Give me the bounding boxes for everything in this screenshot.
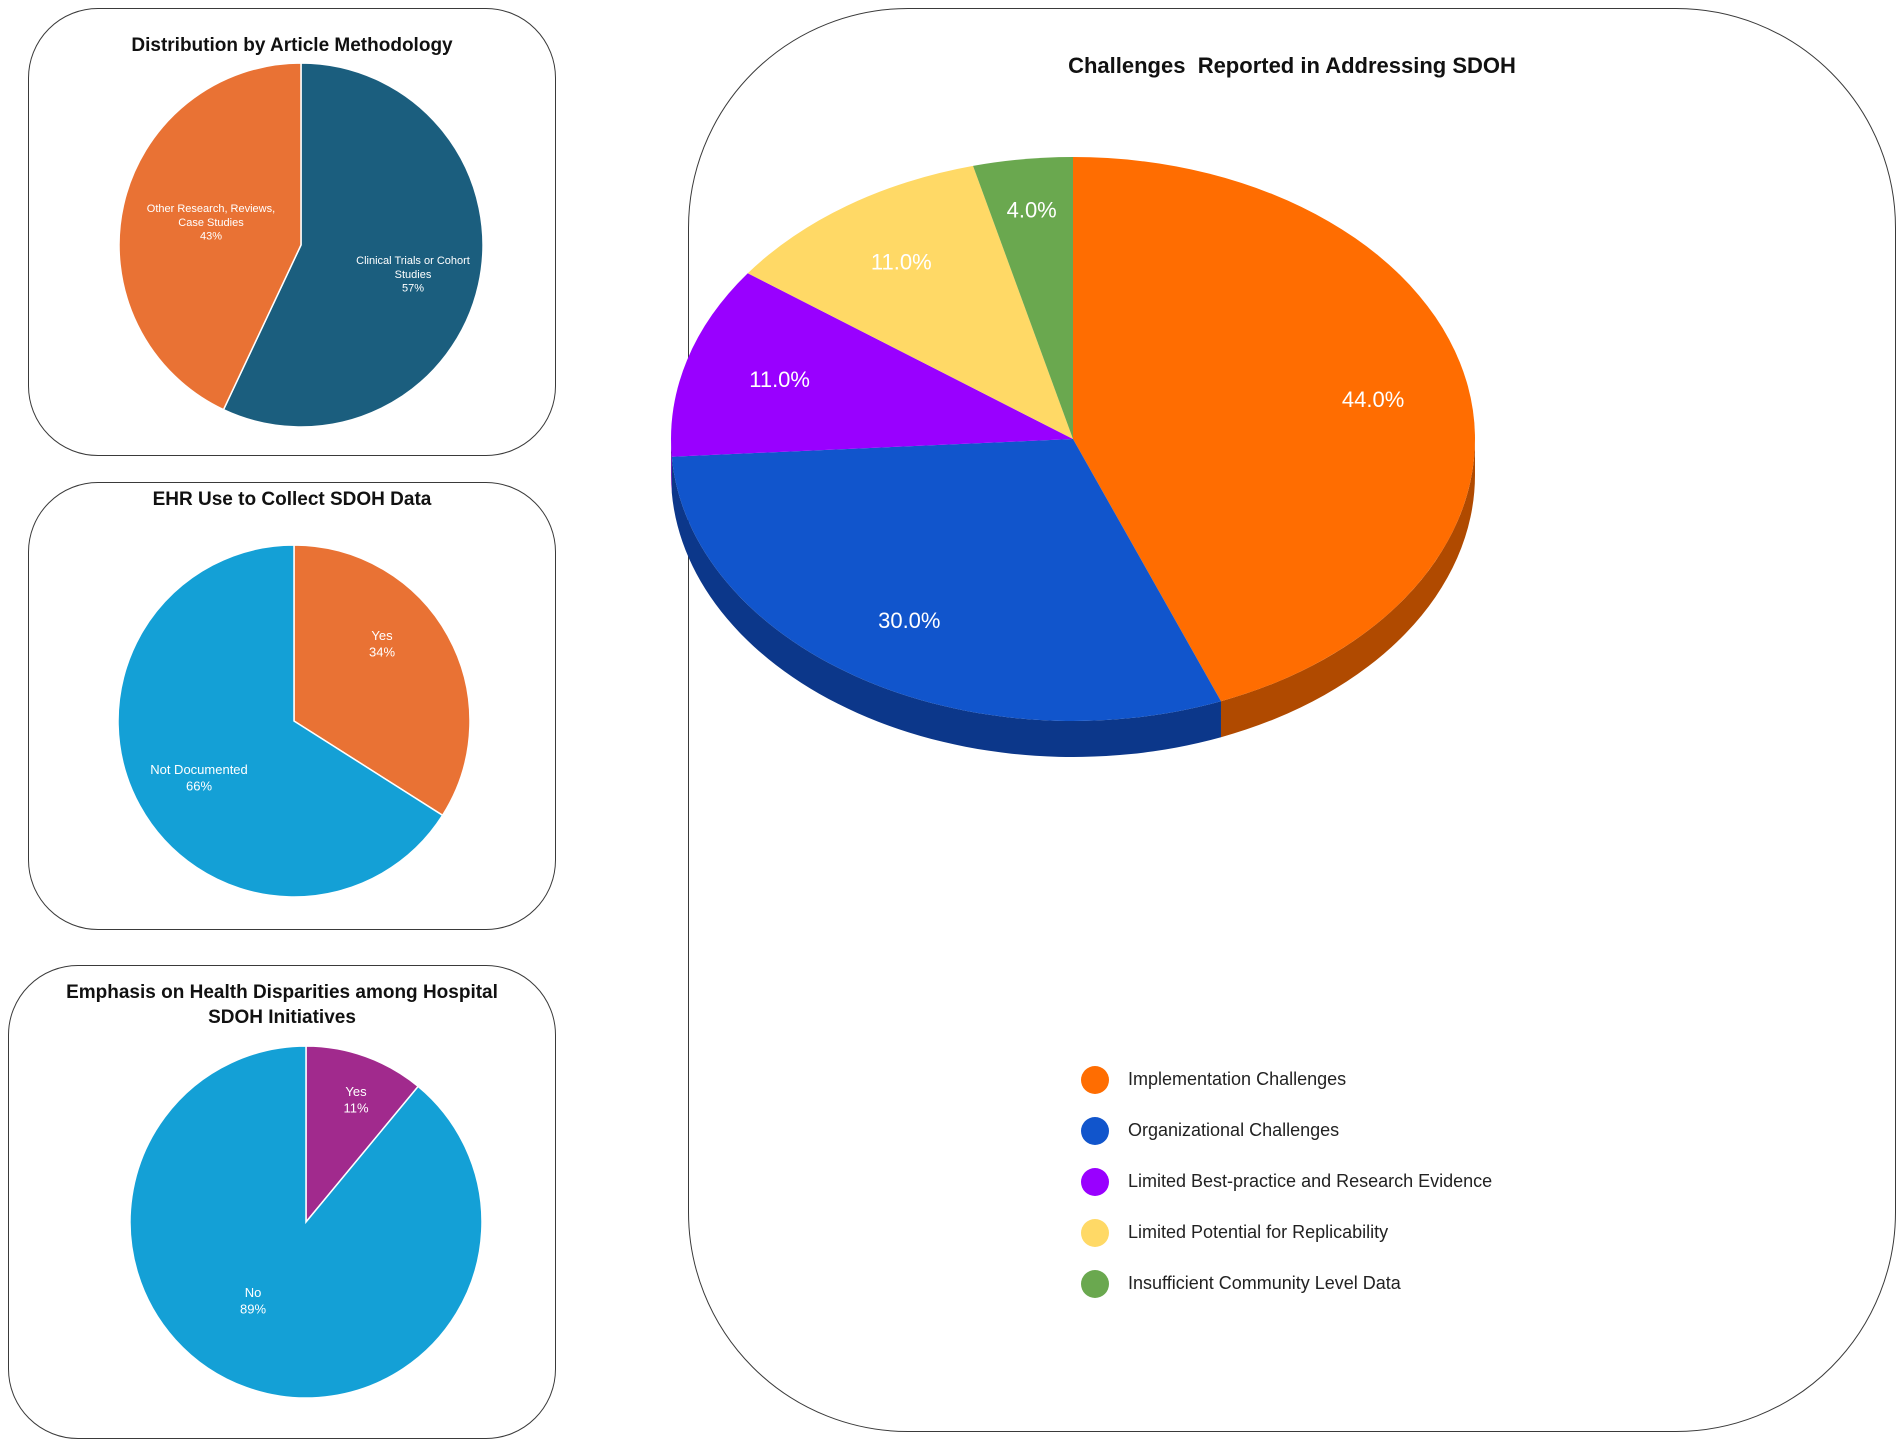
legend-swatch	[1081, 1065, 1109, 1094]
legend-item-organizational-challenges: Organizational Challenges	[1081, 1105, 1492, 1156]
ehr-chart-panel: EHR Use to Collect SDOH Data Yes 34% Not D…	[28, 482, 556, 930]
pie-slice-insufficient-community-level-data	[973, 157, 1073, 439]
slice-label-other-research-reviews-case-studies: Other Research, Reviews, Case Studies 43%	[147, 203, 275, 243]
legend-label: Insufficient Community Level Data	[1128, 1273, 1401, 1293]
pie-side-organizational-challenges	[671, 456, 1221, 757]
slice-label-insufficient-community-level-data: 4.0%	[1007, 198, 1057, 223]
legend-swatch	[1081, 1269, 1109, 1298]
challenges-chart-panel: Challenges Reported in Addressing SDOH 4…	[671, 8, 1896, 1432]
disparities-chart-title-line-1: Emphasis on Health Disparities among Hos…	[66, 982, 498, 1003]
pie-slice-limited-best-practice-and-research-evidence	[671, 273, 1073, 457]
disparities-pie-chart: Yes 11% No 89%	[129, 1045, 483, 1399]
legend-label: Limited Potential for Replicability	[1128, 1222, 1389, 1242]
disparities-chart-title: Emphasis on Health Disparities among Hos…	[9, 980, 555, 1030]
legend-item-implementation-challenges: Implementation Challenges	[1081, 1054, 1492, 1105]
pie-slice-yes	[305, 1045, 420, 1225]
slice-label-limited-best-practice-and-research-evidence: 11.0%	[749, 367, 810, 392]
methodology-pie-chart: Clinical Trials or Cohort Studies 57% Other…	[118, 62, 484, 428]
slice-label-organizational-challenges: 30.0%	[878, 608, 940, 633]
legend-item-insufficient-community-level-data: Insufficient Community Level Data	[1081, 1258, 1492, 1309]
pie-slice-no	[129, 1045, 483, 1399]
legend-swatch	[1081, 1218, 1109, 1247]
legend-label: Organizational Challenges	[1128, 1120, 1340, 1140]
slice-label-limited-potential-for-replicability: 11.0%	[871, 250, 932, 275]
slice-label-clinical-trials-or-cohort-studies: Clinical Trials or Cohort Studies 57%	[356, 255, 470, 295]
disparities-chart-title-line-2: SDOH Initiatives	[208, 1007, 356, 1028]
legend-item-limited-best-practice-and-research-evidence: Limited Best-practice and Research Evide…	[1081, 1156, 1492, 1207]
slice-label-not-documented: Not Documented 66%	[150, 762, 248, 793]
slice-label-yes: Yes 34%	[369, 628, 395, 659]
ehr-pie-chart: Yes 34% Not Documented 66%	[117, 544, 471, 898]
methodology-chart-panel: Distribution by Article Methodology Clin…	[28, 8, 556, 456]
pie-side-implementation-challenges	[1220, 439, 1475, 738]
slice-label-yes: Yes 11%	[343, 1084, 368, 1115]
pie-side-limited-best-practice-and-research-evidence	[671, 439, 672, 493]
pie-slice-limited-potential-for-replicability	[747, 165, 1073, 439]
methodology-chart-title: Distribution by Article Methodology	[131, 35, 453, 56]
pie-slice-not-documented	[117, 544, 444, 898]
legend-swatch	[1081, 1116, 1109, 1145]
ehr-chart-title: EHR Use to Collect SDOH Data	[152, 489, 432, 510]
legend-label: Limited Best-practice and Research Evide…	[1128, 1171, 1493, 1191]
legend-item-limited-potential-for-replicability: Limited Potential for Replicability	[1081, 1207, 1492, 1258]
pie-slice-yes	[293, 544, 471, 817]
pie-slice-implementation-challenges	[1073, 157, 1475, 702]
pie-slice-other-research-reviews-case-studies	[118, 62, 302, 411]
slice-label-no: No 89%	[240, 1285, 266, 1316]
legend-label: Implementation Challenges	[1128, 1069, 1347, 1089]
challenges-chart-title: Challenges Reported in Addressing SDOH	[1068, 53, 1516, 78]
legend-swatch	[1081, 1167, 1109, 1196]
disparities-chart-panel: Emphasis on Health Disparities among Hos…	[8, 965, 556, 1439]
challenges-legend: Implementation Challenges Organizational …	[1081, 1054, 1492, 1309]
challenges-3d-pie-chart: 44.0% 30.0% 11.0% 11.0% 4.0%	[671, 157, 1475, 757]
pie-slice-clinical-trials-or-cohort-studies	[222, 62, 484, 428]
slice-label-implementation-challenges: 44.0%	[1342, 387, 1404, 412]
pie-slice-organizational-challenges	[671, 439, 1221, 722]
